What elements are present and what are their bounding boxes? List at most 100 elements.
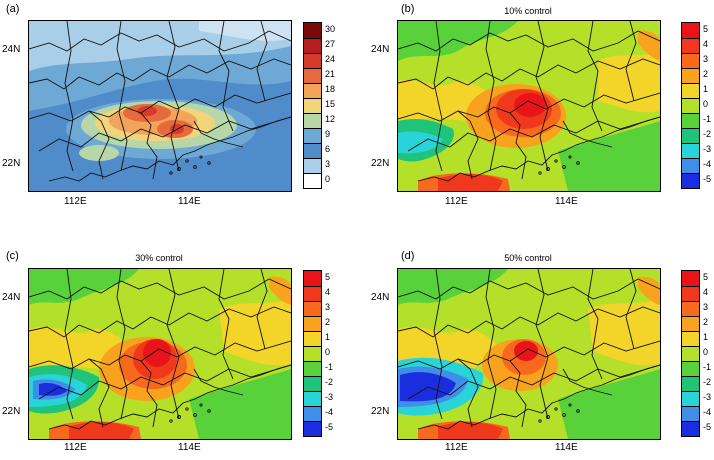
- colorbar-labels: 5 4 3 2 1 0 -1 -2 -3 -4 -5: [325, 270, 355, 435]
- colorbar-swatch: [304, 128, 321, 143]
- colorbar-label: 2: [703, 316, 709, 327]
- panel-label: (a): [6, 3, 20, 15]
- colorbar-label: 3: [325, 301, 331, 312]
- colorbar-label: 0: [325, 173, 331, 184]
- panel-d: (d) 50% control 24N 22N 112E 114E 5 4 3 2 1 0…: [357, 230, 714, 460]
- y-tick-label: 22N: [2, 158, 21, 169]
- colorbar-swatch: [682, 271, 699, 286]
- colorbar-swatch: [682, 361, 699, 376]
- y-tick-label: 24N: [371, 44, 390, 55]
- colorbar-swatch: [304, 316, 321, 331]
- x-tick-label: 114E: [555, 196, 578, 207]
- colorbar-label: 0: [703, 98, 709, 109]
- colorbar-label: 3: [703, 53, 709, 64]
- colorbar-swatch: [304, 98, 321, 113]
- colorbar-swatch: [304, 83, 321, 98]
- colorbar-swatch: [682, 376, 699, 391]
- x-tick-label: 114E: [178, 196, 201, 207]
- colorbar-label: 4: [703, 38, 709, 49]
- colorbar-label: 30: [325, 23, 336, 34]
- colorbar-swatch: [682, 421, 699, 436]
- y-tick-label: 22N: [371, 406, 390, 417]
- x-tick-label: 114E: [555, 442, 578, 453]
- colorbar-swatch: [304, 68, 321, 83]
- colorbar-label: 21: [325, 68, 336, 79]
- colorbar-label: -2: [703, 376, 712, 387]
- difference-map: [398, 21, 660, 191]
- colorbar-label: -4: [703, 158, 712, 169]
- colorbar-swatch: [304, 53, 321, 68]
- colorbar-swatch: [682, 23, 699, 38]
- colorbar-swatch: [682, 173, 699, 188]
- colorbar-label: -5: [703, 173, 712, 184]
- panel-title: 50% control: [504, 253, 552, 263]
- colorbar-label: 1: [325, 331, 331, 342]
- colorbar-label: 0: [325, 346, 331, 357]
- colorbar-swatch: [304, 406, 321, 421]
- colorbar-label: -2: [325, 376, 334, 387]
- colorbar-label: 6: [325, 143, 331, 154]
- y-tick-label: 22N: [2, 406, 21, 417]
- colorbar-label: -1: [703, 361, 712, 372]
- colorbar-swatch: [304, 23, 321, 38]
- colorbar-label: 24: [325, 53, 336, 64]
- colorbar-label: -1: [325, 361, 334, 372]
- colorbar-label: -3: [703, 143, 712, 154]
- colorbar-swatch: [304, 331, 321, 346]
- colorbar-swatch: [304, 271, 321, 286]
- x-tick-label: 112E: [445, 442, 468, 453]
- colorbar-swatch: [304, 391, 321, 406]
- colorbar-swatch: [682, 406, 699, 421]
- map-frame: [397, 20, 661, 192]
- colorbar-label: 3: [703, 301, 709, 312]
- colorbar-label: 1: [703, 331, 709, 342]
- x-tick-label: 112E: [64, 196, 87, 207]
- colorbar-swatch: [682, 113, 699, 128]
- concentration-map: [29, 21, 291, 191]
- colorbar-label: -2: [703, 128, 712, 139]
- colorbar-label: -4: [703, 406, 712, 417]
- colorbar-swatch: [682, 83, 699, 98]
- colorbar-label: -5: [325, 421, 334, 432]
- colorbar-label: 5: [703, 271, 709, 282]
- colorbar-label: 4: [325, 286, 331, 297]
- colorbar-swatch: [304, 421, 321, 436]
- panel-label: (c): [6, 250, 19, 262]
- colorbar-label: 3: [325, 158, 331, 169]
- panel-title: 30% control: [135, 253, 183, 263]
- colorbar-swatch: [682, 158, 699, 173]
- colorbar-labels: 5 4 3 2 1 0 -1 -2 -3 -4 -5: [703, 270, 714, 435]
- colorbar-swatch: [682, 128, 699, 143]
- colorbar-labels: 5 4 3 2 1 0 -1 -2 -3 -4 -5: [703, 22, 714, 187]
- x-tick-label: 114E: [178, 442, 201, 453]
- colorbar: [681, 22, 700, 189]
- colorbar-label: 18: [325, 83, 336, 94]
- colorbar-label: 9: [325, 128, 331, 139]
- colorbar: [303, 22, 322, 189]
- colorbar-swatch: [682, 346, 699, 361]
- colorbar-swatch: [304, 301, 321, 316]
- map-frame: [397, 268, 661, 440]
- colorbar-label: 2: [325, 316, 331, 327]
- colorbar-label: 27: [325, 38, 336, 49]
- colorbar-swatch: [682, 68, 699, 83]
- colorbar-swatch: [682, 98, 699, 113]
- colorbar-swatch: [304, 376, 321, 391]
- colorbar-labels: 30 27 24 21 18 15 12 9 6 3 0: [325, 22, 355, 187]
- colorbar-label: -3: [703, 391, 712, 402]
- colorbar-label: 1: [703, 83, 709, 94]
- colorbar-swatch: [682, 391, 699, 406]
- colorbar-swatch: [304, 143, 321, 158]
- panel-c: (c) 30% control 24N 22N 112E 114E 5 4 3 2 1 0…: [0, 230, 357, 460]
- colorbar-swatch: [304, 113, 321, 128]
- panel-a: (a) 24N 22N 112E 114E 30 27 24 21 18 15 12 9 6 3 0: [0, 0, 357, 230]
- panel-label: (d): [401, 250, 415, 262]
- colorbar-swatch: [304, 173, 321, 188]
- colorbar-label: 2: [703, 68, 709, 79]
- difference-map: [398, 269, 660, 439]
- colorbar-label: 12: [325, 113, 336, 124]
- colorbar-label: -4: [325, 406, 334, 417]
- colorbar-swatch: [682, 143, 699, 158]
- map-frame: [28, 20, 292, 192]
- difference-map: [29, 269, 291, 439]
